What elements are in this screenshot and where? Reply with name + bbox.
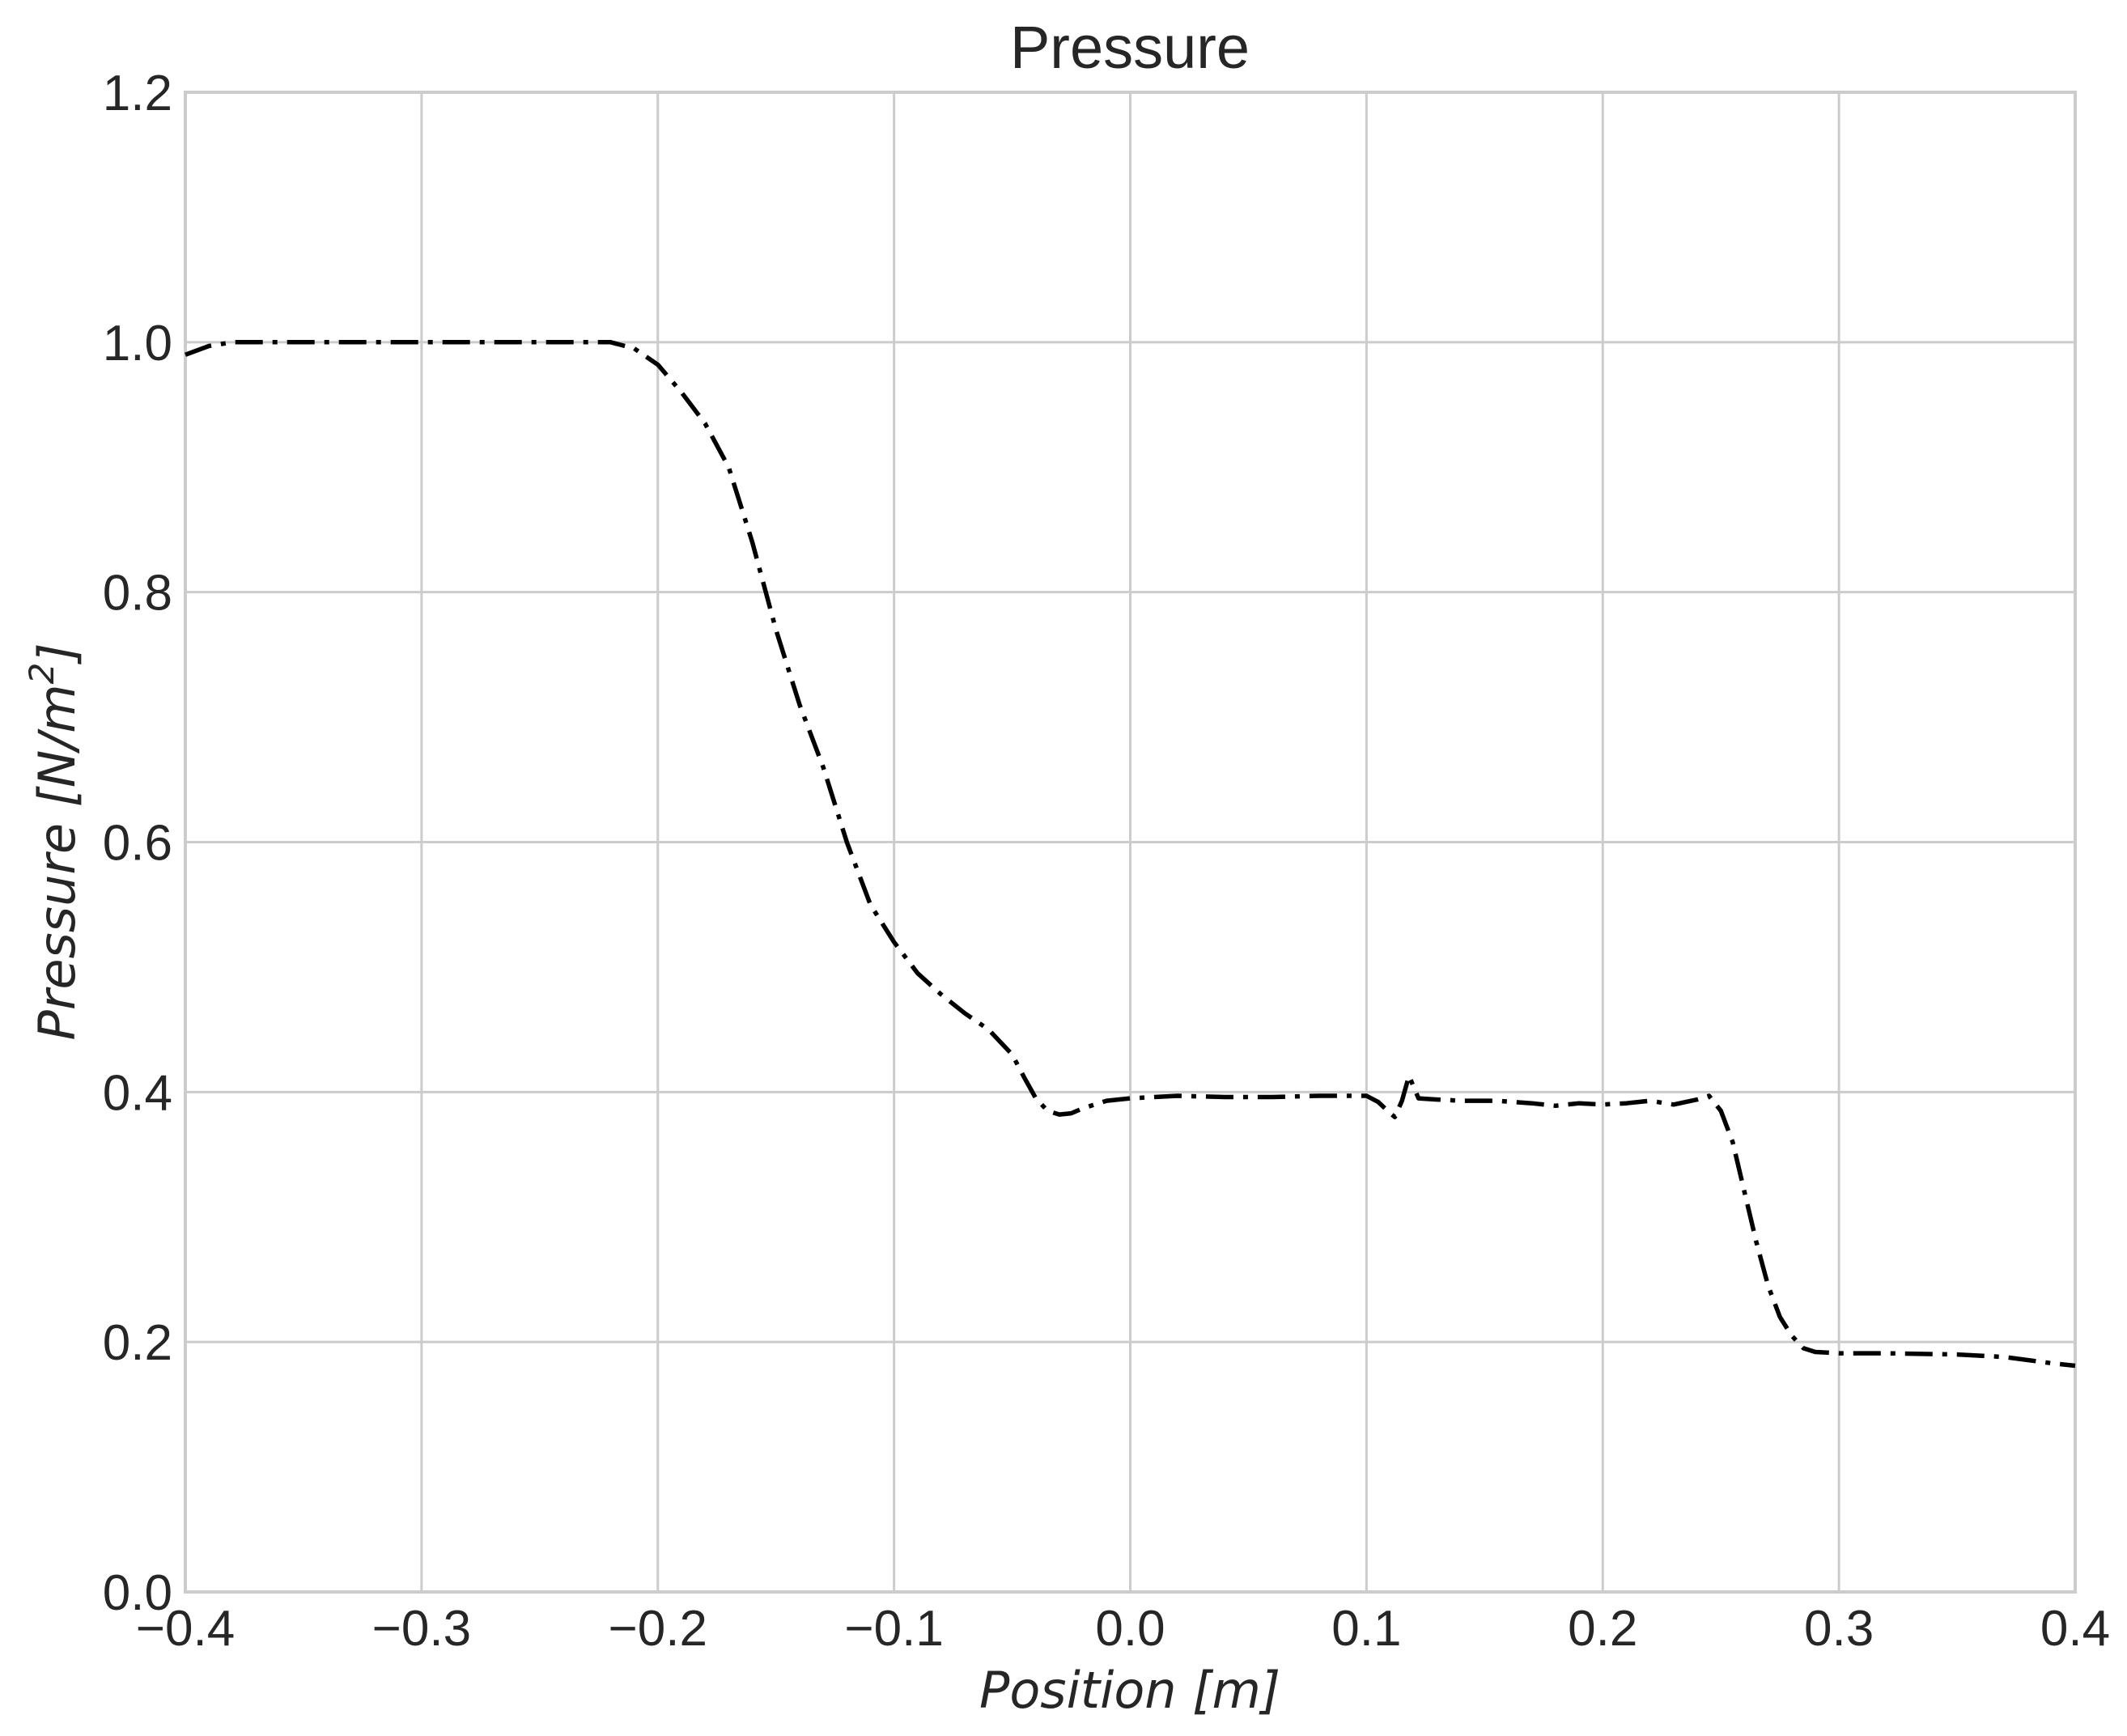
pressure-series-line <box>185 340 2076 1369</box>
x-tick-label: 0.2 <box>1568 1601 1637 1657</box>
y-tick-label: 0.0 <box>103 1565 172 1621</box>
y-axis-title: Pressure [N/m2] <box>22 643 87 1040</box>
x-tick-label: −0.3 <box>372 1601 471 1657</box>
y-axis-title-close: ] <box>28 643 87 664</box>
x-tick-label: 0.1 <box>1331 1601 1401 1657</box>
x-tick-label: −0.1 <box>844 1601 943 1657</box>
y-axis-title-superscript: 2 <box>22 663 62 685</box>
plot-frame <box>184 91 2077 1594</box>
y-tick-label: 0.8 <box>103 566 172 622</box>
y-tick-label: 0.4 <box>103 1065 172 1121</box>
y-tick-label: 0.6 <box>103 816 172 872</box>
y-tick-label: 1.0 <box>103 316 172 371</box>
y-tick-labels: 0.0 0.2 0.4 0.6 0.8 1.0 1.2 <box>103 66 172 1621</box>
x-tick-label: −0.4 <box>136 1601 235 1657</box>
y-axis-title-main: Pressure [N/m <box>28 684 87 1040</box>
x-tick-labels: −0.4 −0.3 −0.2 −0.1 0.0 0.1 0.2 0.3 0.4 <box>136 1601 2110 1657</box>
x-tick-label: 0.3 <box>1804 1601 1874 1657</box>
y-tick-label: 0.2 <box>103 1315 172 1371</box>
x-axis-title: Position [m] <box>979 1661 1280 1720</box>
y-tick-label: 1.2 <box>103 66 172 121</box>
chart-title: Pressure <box>1010 14 1250 81</box>
x-tick-label: −0.2 <box>609 1601 707 1657</box>
x-tick-label: 0.0 <box>1095 1601 1165 1657</box>
x-tick-label: 0.4 <box>2040 1601 2110 1657</box>
